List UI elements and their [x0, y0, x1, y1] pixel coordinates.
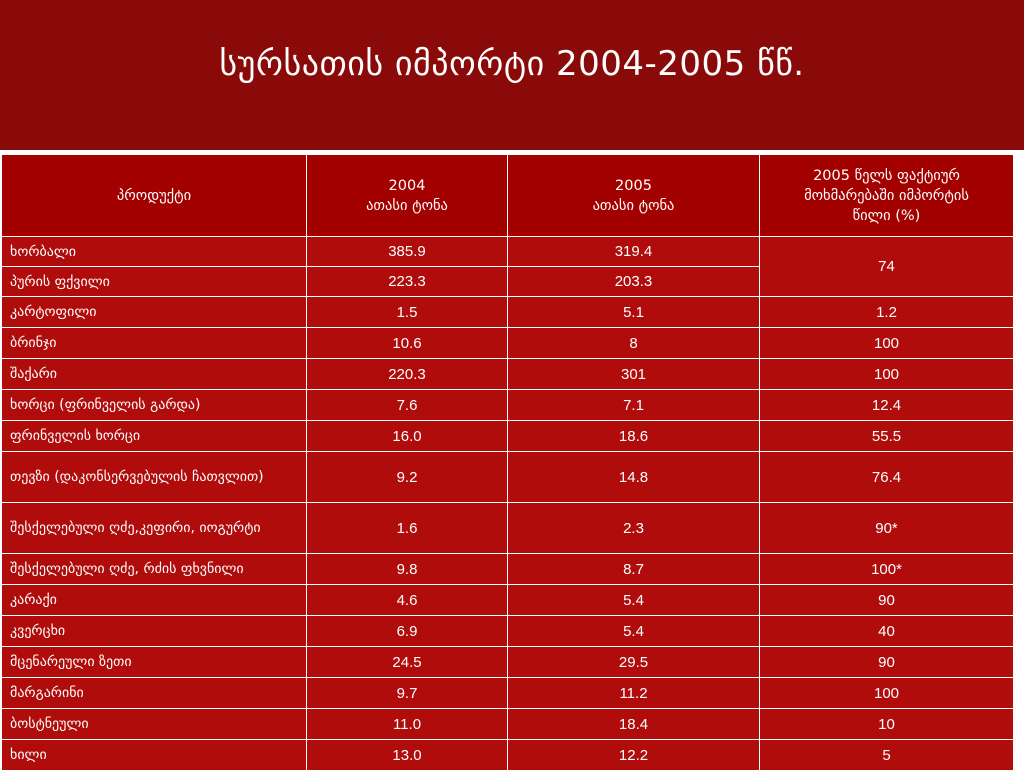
value-2004: 10.6 [306, 327, 508, 359]
value-2004: 13.0 [306, 739, 508, 771]
import-share: 100 [759, 327, 1014, 359]
table-row: ხორცი (ფრინველის გარდა) 7.6 7.1 12.4 [1, 389, 1014, 421]
title-banner: სურსათის იმპორტი 2004-2005 წწ. [0, 0, 1024, 150]
product-name: თევზი (დაკონსერვებულის ჩათვლით) [1, 451, 307, 503]
import-share: 90 [759, 646, 1014, 678]
product-name: ბოსტნეული [1, 708, 307, 740]
import-share: 90 [759, 584, 1014, 616]
header-2005-year: 2005 [615, 177, 652, 194]
table-row: ბოსტნეული 11.0 18.4 10 [1, 708, 1014, 740]
table-row: შაქარი 220.3 301 100 [1, 358, 1014, 390]
product-name: კარაქი [1, 584, 307, 616]
header-2004-year: 2004 [388, 177, 426, 194]
table-row: ხილი 13.0 12.2 5 [1, 739, 1014, 771]
product-name: ხორცი (ფრინველის გარდა) [1, 389, 307, 421]
table-row: პურის ფქვილი 223.3 203.3 [1, 266, 1014, 297]
value-2004: 1.5 [306, 296, 508, 328]
header-product: პროდუქტი [1, 154, 307, 237]
table-row: მცენარეული ზეთი 24.5 29.5 90 [1, 646, 1014, 678]
value-2004: 9.7 [306, 677, 508, 709]
import-share: 40 [759, 615, 1014, 647]
import-table: პროდუქტი 2004 ათასი ტონა 2005 ათასი ტონა… [1, 154, 1014, 771]
value-2005: 2.3 [507, 502, 760, 554]
import-share: 100 [759, 677, 1014, 709]
table-row: ხორბალი 385.9 319.4 74 [1, 236, 1014, 297]
value-2004: 9.8 [306, 553, 508, 585]
table-row: კარაქი 4.6 5.4 90 [1, 584, 1014, 616]
value-2005: 29.5 [507, 646, 760, 678]
value-2004: 7.6 [306, 389, 508, 421]
value-2005: 5.1 [507, 296, 760, 328]
import-share: 55.5 [759, 420, 1014, 452]
value-2005: 301 [507, 358, 760, 390]
header-share-line1: 2005 წელს ფაქტიურ [813, 167, 960, 184]
product-name: ბრინჯი [1, 327, 307, 359]
value-2005: 203.3 [507, 266, 760, 297]
import-share: 100 [759, 358, 1014, 390]
product-name: ფრინველის ხორცი [1, 420, 307, 452]
table-row: ბრინჯი 10.6 8 100 [1, 327, 1014, 359]
value-2004: 4.6 [306, 584, 508, 616]
value-2004: 220.3 [306, 358, 508, 390]
import-share: 100* [759, 553, 1014, 585]
value-2005: 7.1 [507, 389, 760, 421]
header-2004-unit: ათასი ტონა [366, 197, 448, 214]
product-name: ხორბალი [1, 236, 307, 267]
value-2005: 5.4 [507, 615, 760, 647]
import-share: 90* [759, 502, 1014, 554]
product-name: ხილი [1, 739, 307, 771]
header-2004: 2004 ათასი ტონა [306, 154, 508, 237]
value-2004: 1.6 [306, 502, 508, 554]
table-row: ფრინველის ხორცი 16.0 18.6 55.5 [1, 420, 1014, 452]
product-name: მარგარინი [1, 677, 307, 709]
table-header-row: პროდუქტი 2004 ათასი ტონა 2005 ათასი ტონა… [1, 154, 1014, 237]
value-2005: 18.4 [507, 708, 760, 740]
table-row: კვერცხი 6.9 5.4 40 [1, 615, 1014, 647]
header-import-share: 2005 წელს ფაქტიურ მოხმარებაში იმპორტის წ… [759, 154, 1014, 237]
import-share: 10 [759, 708, 1014, 740]
value-2005: 319.4 [507, 236, 760, 267]
value-2004: 24.5 [306, 646, 508, 678]
value-2005: 11.2 [507, 677, 760, 709]
value-2005: 5.4 [507, 584, 760, 616]
product-name: კვერცხი [1, 615, 307, 647]
product-name: მცენარეული ზეთი [1, 646, 307, 678]
header-share-line3: წილი (%) [852, 207, 921, 224]
value-2004: 6.9 [306, 615, 508, 647]
value-2005: 8 [507, 327, 760, 359]
header-2005: 2005 ათასი ტონა [507, 154, 760, 237]
table-row: მარგარინი 9.7 11.2 100 [1, 677, 1014, 709]
import-share: 74 [759, 236, 1014, 297]
product-name: კარტოფილი [1, 296, 307, 328]
import-share: 76.4 [759, 451, 1014, 503]
table-row: შესქელებული ღძე, რძის ფხვნილი 9.8 8.7 10… [1, 553, 1014, 585]
table-row: თევზი (დაკონსერვებულის ჩათვლით) 9.2 14.8… [1, 451, 1014, 503]
slide-title: სურსათის იმპორტი 2004-2005 წწ. [219, 44, 805, 84]
value-2005: 18.6 [507, 420, 760, 452]
table-row: შესქელებული ღძე,კეფირი, იოგურტი 1.6 2.3 … [1, 502, 1014, 554]
value-2004: 223.3 [306, 266, 508, 297]
value-2005: 14.8 [507, 451, 760, 503]
value-2004: 9.2 [306, 451, 508, 503]
product-name: პურის ფქვილი [1, 266, 307, 297]
import-share: 5 [759, 739, 1014, 771]
header-product-label: პროდუქტი [116, 187, 192, 204]
value-2005: 8.7 [507, 553, 760, 585]
value-2004: 16.0 [306, 420, 508, 452]
product-name: შესქელებული ღძე, რძის ფხვნილი [1, 553, 307, 585]
import-share: 1.2 [759, 296, 1014, 328]
value-2004: 11.0 [306, 708, 508, 740]
header-share-line2: მოხმარებაში იმპორტის [804, 187, 969, 204]
product-name: შესქელებული ღძე,კეფირი, იოგურტი [1, 502, 307, 554]
value-2005: 12.2 [507, 739, 760, 771]
table-row: კარტოფილი 1.5 5.1 1.2 [1, 296, 1014, 328]
import-share: 12.4 [759, 389, 1014, 421]
product-name: შაქარი [1, 358, 307, 390]
value-2004: 385.9 [306, 236, 508, 267]
header-2005-unit: ათასი ტონა [592, 197, 675, 214]
